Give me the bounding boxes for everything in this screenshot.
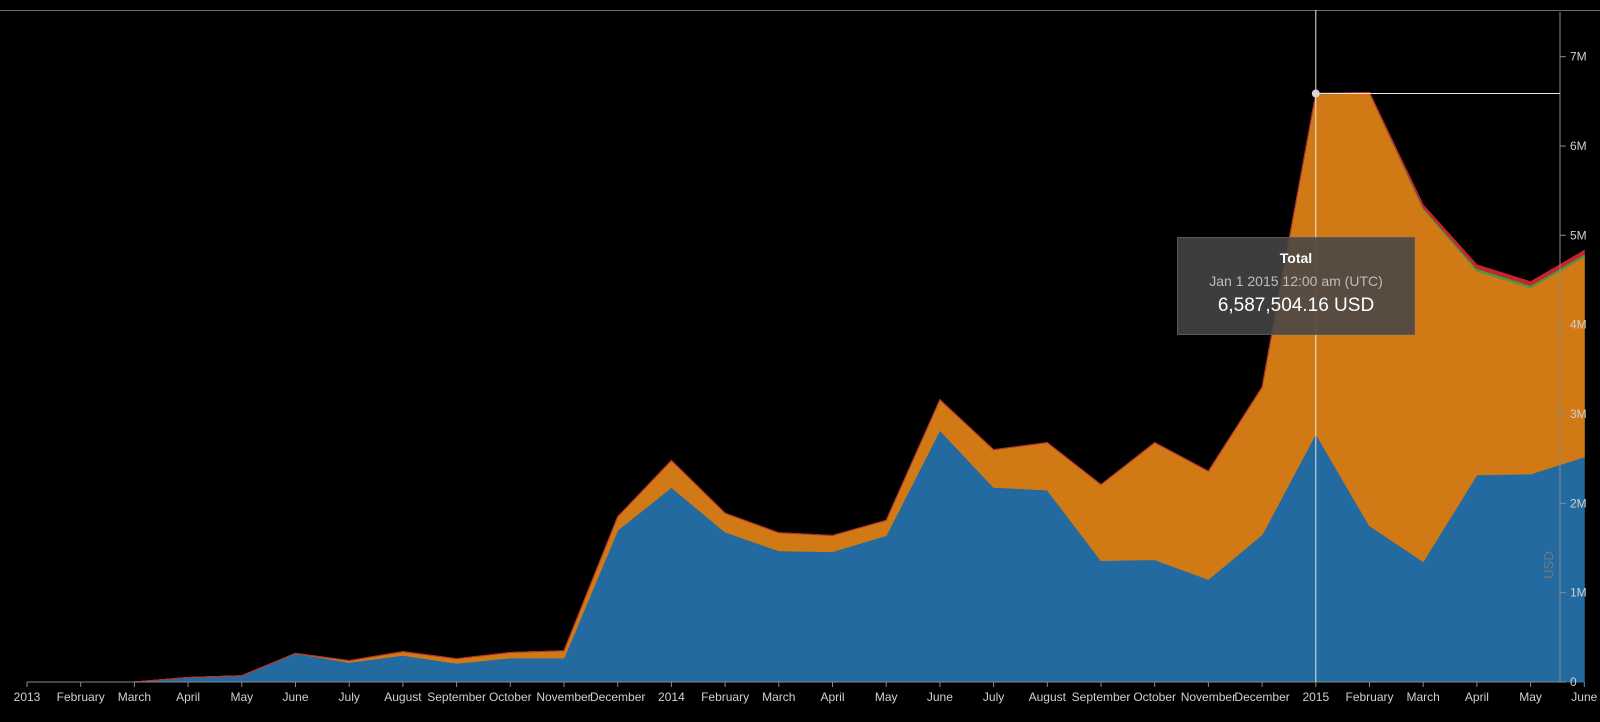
x-tick-label: December xyxy=(1234,690,1289,704)
x-tick-label: August xyxy=(1029,690,1067,704)
x-tick-label: April xyxy=(820,690,844,704)
y-axis-label: USD xyxy=(1541,551,1556,578)
x-tick-label: 2014 xyxy=(658,690,685,704)
x-tick-label: July xyxy=(339,690,360,704)
y-tick-label: 1M xyxy=(1570,586,1587,600)
x-tick-label: February xyxy=(1345,690,1393,704)
y-tick-label: 2M xyxy=(1570,496,1587,510)
series-areas xyxy=(27,91,1585,683)
y-tick-label: 4M xyxy=(1570,318,1587,332)
y-tick-label: 7M xyxy=(1570,50,1587,64)
x-tick-label: February xyxy=(57,690,105,704)
x-tick-label: September xyxy=(1072,690,1131,704)
x-tick-label: November xyxy=(536,690,591,704)
x-tick-label: February xyxy=(701,690,749,704)
y-tick-label: 0 xyxy=(1570,675,1577,689)
y-tick-label: 3M xyxy=(1570,407,1587,421)
x-tick-label: 2015 xyxy=(1302,690,1329,704)
x-tick-label: December xyxy=(590,690,645,704)
x-tick-label: May xyxy=(1519,690,1542,704)
tooltip-title: Total xyxy=(1279,250,1313,266)
hover-point xyxy=(1311,89,1320,98)
x-tick-label: March xyxy=(118,690,151,704)
x-tick-label: June xyxy=(1571,690,1597,704)
x-tick-label: April xyxy=(1465,690,1489,704)
x-tick-label: June xyxy=(927,690,953,704)
x-tick-label: April xyxy=(176,690,200,704)
tooltip-date: Jan 1 2015 12:00 am (UTC) xyxy=(1209,273,1383,289)
x-tick-label: November xyxy=(1181,690,1236,704)
axes: 2013 February March April May June July August S… xyxy=(0,10,1600,704)
series-area-4 xyxy=(27,91,1585,683)
y-tick-label: 6M xyxy=(1570,139,1587,153)
crosshair-overlay xyxy=(1311,10,1560,682)
x-tick-label: 2013 xyxy=(14,690,41,704)
tooltip-value: 6,587,504.16 USD xyxy=(1217,295,1375,316)
x-tick-label: May xyxy=(230,690,253,704)
x-tick-label: July xyxy=(983,690,1004,704)
x-tick-label: March xyxy=(762,690,795,704)
x-tick-label: August xyxy=(384,690,422,704)
x-tick-label: October xyxy=(1133,690,1176,704)
x-tick-label: October xyxy=(489,690,532,704)
y-tick-label: 5M xyxy=(1570,228,1587,242)
x-tick-label: March xyxy=(1407,690,1440,704)
x-tick-label: September xyxy=(427,690,486,704)
x-tick-label: May xyxy=(875,690,898,704)
hover-tooltip: Total Jan 1 2015 12:00 am (UTC) 6,587,50… xyxy=(1177,237,1415,335)
x-tick-label: June xyxy=(282,690,308,704)
